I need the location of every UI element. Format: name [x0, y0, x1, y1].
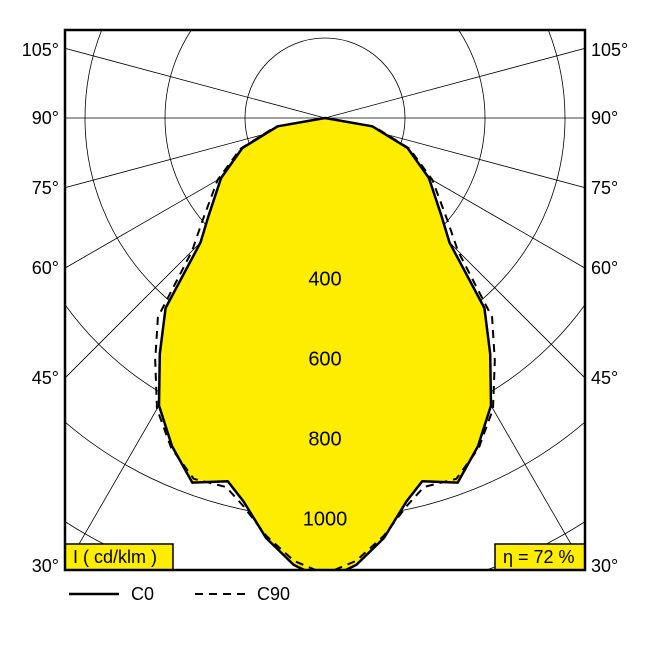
angle-label-right: 105°: [591, 40, 628, 60]
angle-label-left: 90°: [32, 108, 59, 128]
angle-label-left: 45°: [32, 368, 59, 388]
legend-label-c90: C90: [257, 584, 290, 604]
angle-label-right: 30°: [591, 556, 618, 576]
angle-label-left: 30°: [32, 556, 59, 576]
ring-label: 800: [308, 428, 341, 450]
angle-label-right: 90°: [591, 108, 618, 128]
info-left-text: I ( cd/klm ): [73, 547, 157, 567]
ring-label: 1000: [303, 508, 348, 530]
angle-label-right: 60°: [591, 258, 618, 278]
ring-label: 600: [308, 348, 341, 370]
angle-label-left: 60°: [32, 258, 59, 278]
info-right-text: η = 72 %: [503, 547, 575, 567]
photometric-polar-chart: 400 600 800 1000 I ( cd/klm ) η = 72 % 105° 105…: [0, 0, 650, 650]
angle-label-left: 105°: [22, 40, 59, 60]
ring-label: 400: [308, 268, 341, 290]
legend-label-c0: C0: [131, 584, 154, 604]
angle-label-right: 45°: [591, 368, 618, 388]
angle-label-right: 75°: [591, 178, 618, 198]
chart-svg: 400 600 800 1000 I ( cd/klm ) η = 72 % 105° 105…: [0, 0, 650, 650]
angle-label-left: 75°: [32, 178, 59, 198]
